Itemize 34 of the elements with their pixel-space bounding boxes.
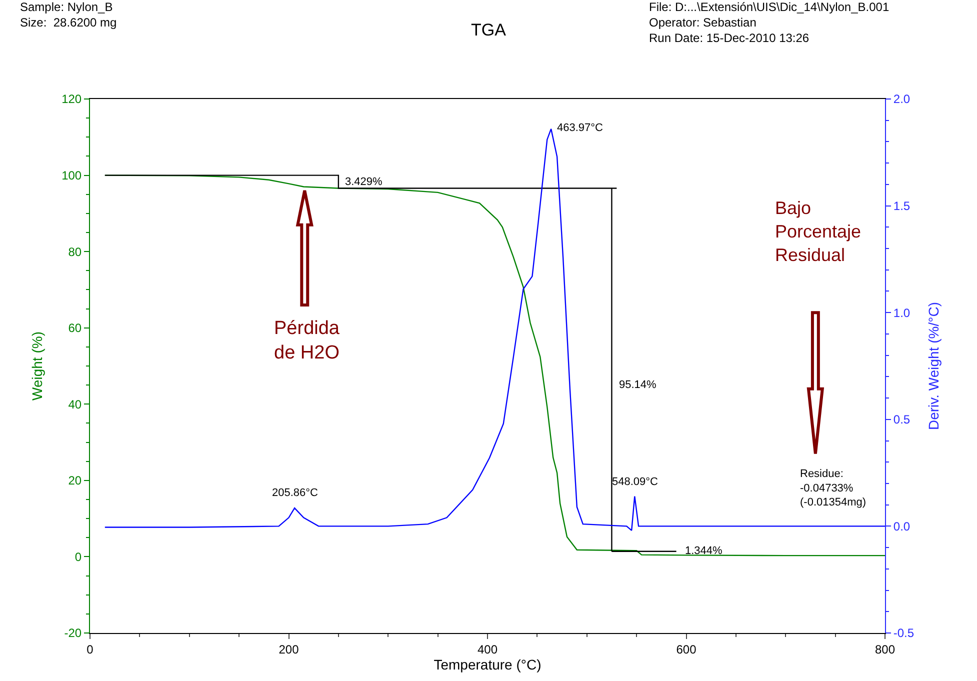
y2-tick-label: -0.5 [893,626,914,640]
y-tick-label: 120 [62,92,82,106]
x-tick-label: 0 [86,642,94,656]
y2-tick-label: 0.5 [893,412,910,427]
text: Sample: Nylon_B Size: 28.6200 mg [20,0,117,30]
y-tick-label: 20 [68,474,82,488]
y-tick-label: 60 [68,321,82,336]
annotation: 548.09°C [612,476,658,488]
text: File: D:...\Extensión\UIS\Dic_14\Nylon_B.001 Operator: Sebastian Run Date: 15-Dec-2010 13:26 [649,0,890,46]
y-tick-label: 80 [68,244,82,259]
annotation: Pérdida de H2O [274,318,340,364]
y2-tick-label: 1.0 [893,306,910,320]
x-tick-label: 400 [477,642,498,656]
y2-tick-label: 2.0 [893,92,910,106]
annotation: 3.429% [345,176,383,188]
chart-title: TGA [471,20,507,40]
y-tick-label: -20 [64,626,82,640]
x-tick-label: 200 [278,642,300,656]
annotation: 205.86°C [272,487,318,499]
x-tick-label: 600 [676,642,697,656]
x-tick-label: 800 [874,642,896,656]
y-axis-title: Weight (%) [29,332,46,400]
y-tick-label: 40 [68,397,82,412]
y2-tick-label: 0.0 [893,519,910,534]
x-axis-title: Temperature (°C) [434,656,542,673]
annotation: 463.97°C [557,122,604,134]
y2-axis-title: Deriv. Weight (%/°C) [926,302,942,430]
y-tick-label: 0 [74,550,82,564]
annotation: Bajo Porcentaje Residual [775,198,862,265]
y-tick-label: 100 [62,168,82,182]
annotation: 1.344% [685,545,723,557]
y2-tick-label: 1.5 [893,199,910,213]
annotation: Residue: -0.04733% (-0.01354mg) [800,468,866,509]
annotation: 95.14% [619,379,657,391]
